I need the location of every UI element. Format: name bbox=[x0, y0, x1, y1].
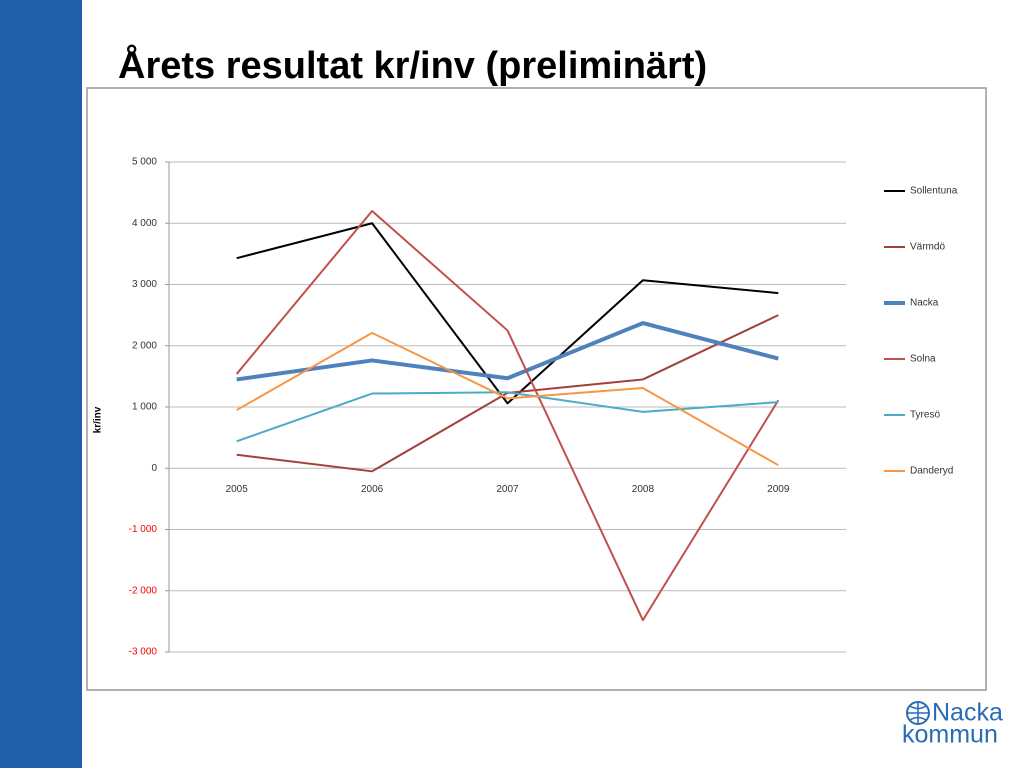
side-bar bbox=[0, 0, 82, 768]
series-line bbox=[236, 222, 779, 405]
y-tick-label: 2 000 bbox=[132, 340, 157, 351]
legend-label: Nacka bbox=[910, 298, 939, 309]
y-axis-title: kr/inv bbox=[93, 406, 104, 433]
x-tick-label: 2005 bbox=[226, 484, 249, 495]
y-tick-label: -1 000 bbox=[129, 524, 158, 535]
legend-label: Danderyd bbox=[910, 466, 953, 477]
series-line bbox=[236, 321, 779, 382]
x-tick-label: 2008 bbox=[632, 484, 655, 495]
y-tick-label: 3 000 bbox=[132, 279, 157, 290]
legend-label: Solna bbox=[910, 354, 936, 365]
series-line bbox=[235, 210, 780, 622]
y-tick-label: 0 bbox=[151, 463, 157, 474]
x-tick-label: 2006 bbox=[361, 484, 384, 495]
chart-frame bbox=[86, 87, 987, 691]
logo: Nacka kommun bbox=[902, 699, 1003, 749]
series-line bbox=[236, 391, 779, 443]
legend-label: Värmdö bbox=[910, 242, 945, 253]
legend-label: Sollentuna bbox=[910, 186, 958, 197]
slide-title: Årets resultat kr/inv (preliminärt) bbox=[118, 43, 707, 87]
y-tick-label: 1 000 bbox=[132, 402, 157, 413]
logo-globe-lines bbox=[907, 702, 929, 724]
y-tick-label: -3 000 bbox=[129, 647, 158, 658]
x-tick-label: 2009 bbox=[767, 484, 790, 495]
series-line bbox=[236, 331, 779, 467]
logo-text: Nacka bbox=[932, 699, 1003, 727]
x-tick-label: 2007 bbox=[496, 484, 519, 495]
legend-label: Tyresö bbox=[910, 410, 940, 421]
y-tick-label: 4 000 bbox=[132, 218, 157, 229]
y-tick-label: -2 000 bbox=[129, 585, 158, 596]
y-tick-label: 5 000 bbox=[132, 157, 157, 168]
logo-text: kommun bbox=[902, 721, 998, 749]
